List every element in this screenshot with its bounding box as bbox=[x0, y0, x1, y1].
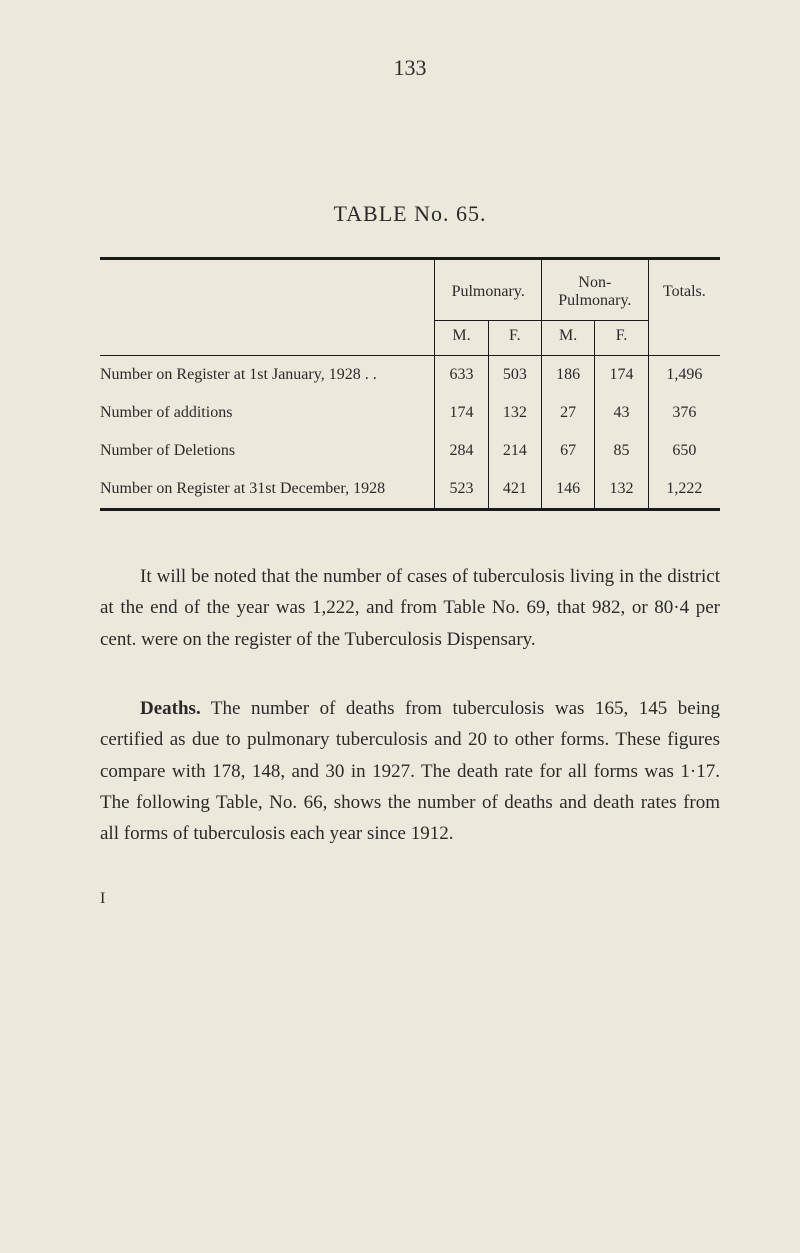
cell-pm: 523 bbox=[435, 470, 488, 510]
header-empty2 bbox=[100, 321, 435, 356]
table-title: TABLE No. 65. bbox=[100, 201, 720, 227]
paragraph-2-heading: Deaths. bbox=[140, 698, 201, 719]
footer-letter: I bbox=[100, 890, 720, 908]
cell-nf: 174 bbox=[595, 356, 648, 395]
header-nf: F. bbox=[595, 321, 648, 356]
row-label: Number on Register at 31st December, 192… bbox=[100, 470, 435, 510]
table-row: Number of additions 174 132 27 43 376 bbox=[100, 394, 720, 432]
cell-pf: 132 bbox=[488, 394, 541, 432]
cell-nf: 132 bbox=[595, 470, 648, 510]
table-row: Number of Deletions 284 214 67 85 650 bbox=[100, 432, 720, 470]
cell-pf: 503 bbox=[488, 356, 541, 395]
cell-total: 650 bbox=[648, 432, 720, 470]
table-header-row-1: Pulmonary. Non- Pulmonary. Totals. bbox=[100, 259, 720, 321]
header-empty bbox=[100, 259, 435, 321]
header-pulmonary: Pulmonary. bbox=[435, 259, 542, 321]
cell-total: 1,222 bbox=[648, 470, 720, 510]
cell-nm: 67 bbox=[542, 432, 595, 470]
header-pf: F. bbox=[488, 321, 541, 356]
data-table: Pulmonary. Non- Pulmonary. Totals. M. F.… bbox=[100, 257, 720, 511]
row-label: Number of Deletions bbox=[100, 432, 435, 470]
cell-pf: 214 bbox=[488, 432, 541, 470]
cell-nm: 186 bbox=[542, 356, 595, 395]
table-row: Number on Register at 31st December, 192… bbox=[100, 470, 720, 510]
cell-pm: 633 bbox=[435, 356, 488, 395]
header-pm: M. bbox=[435, 321, 488, 356]
paragraph-2-body: The number of deaths from tuberculosis w… bbox=[100, 698, 720, 844]
header-totals: Totals. bbox=[648, 259, 720, 321]
table-row: Number on Register at 1st January, 1928 … bbox=[100, 356, 720, 395]
cell-nm: 27 bbox=[542, 394, 595, 432]
header-totals-empty bbox=[648, 321, 720, 356]
page-container: 133 TABLE No. 65. Pulmonary. Non- Pulmon… bbox=[0, 0, 800, 1253]
row-label: Number on Register at 1st January, 1928 … bbox=[100, 356, 435, 395]
header-non-pulmonary: Non- Pulmonary. bbox=[542, 259, 649, 321]
row-label: Number of additions bbox=[100, 394, 435, 432]
cell-total: 1,496 bbox=[648, 356, 720, 395]
paragraph-2: Deaths. The number of deaths from tuberc… bbox=[100, 693, 720, 850]
header-nm: M. bbox=[542, 321, 595, 356]
cell-pm: 284 bbox=[435, 432, 488, 470]
cell-pf: 421 bbox=[488, 470, 541, 510]
cell-nm: 146 bbox=[542, 470, 595, 510]
cell-pm: 174 bbox=[435, 394, 488, 432]
cell-nf: 43 bbox=[595, 394, 648, 432]
paragraph-1: It will be noted that the number of case… bbox=[100, 561, 720, 655]
table-header-row-2: M. F. M. F. bbox=[100, 321, 720, 356]
cell-nf: 85 bbox=[595, 432, 648, 470]
page-number: 133 bbox=[100, 55, 720, 81]
cell-total: 376 bbox=[648, 394, 720, 432]
